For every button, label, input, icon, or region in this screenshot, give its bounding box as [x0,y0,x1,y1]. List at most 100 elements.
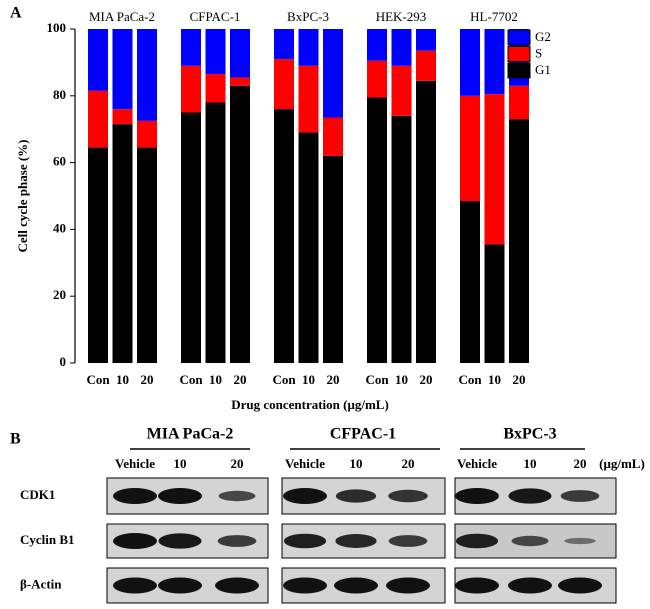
blot-band [334,577,378,594]
y-tick-label: 60 [53,154,66,169]
blot-band [283,533,327,549]
bar-segment [137,120,157,148]
bar-segment [460,201,480,363]
bar-segment [298,29,319,66]
x-axis-label: Drug concentration (μg/mL) [231,397,389,412]
bar-segment [484,244,505,363]
blot-band [158,577,202,594]
bar-segment [367,97,387,363]
bar-segment [391,115,412,363]
x-tick-label: 10 [395,372,408,387]
lane-label: 10 [350,456,363,471]
blot-band [158,533,202,549]
blot-band [560,490,600,502]
bar-segment [230,85,250,363]
blot-band [113,488,157,504]
lane-label: 20 [402,456,415,471]
unit-label: (μg/mL) [599,456,645,471]
bar-segment [416,50,436,81]
legend-swatch [507,62,531,79]
x-tick-label: Con [272,372,296,387]
x-tick-label: 20 [234,372,247,387]
blot-band [511,535,549,547]
bar-segment [205,102,226,363]
y-tick-label: 100 [47,20,67,35]
bar-segment [298,132,319,363]
bar-segment [88,147,108,363]
y-tick-label: 80 [53,87,66,102]
bar-segment [274,59,294,110]
lane-label: Vehicle [457,456,497,471]
legend-swatch [507,29,531,46]
blot-band [217,535,257,547]
blot-band [388,535,428,547]
blot-band [388,489,428,503]
bar-segment [416,80,436,364]
bar-segment [205,29,226,75]
row-label: CDK1 [20,487,55,502]
x-tick-label: 10 [209,372,222,387]
x-tick-label: 20 [141,372,154,387]
x-tick-label: Con [458,372,482,387]
blot-band [508,577,552,594]
group-label: HL-7702 [470,9,518,24]
group-label: CFPAC-1 [190,9,241,24]
y-tick-label: 0 [60,354,67,369]
blot-band [158,488,202,504]
panel-label: A [10,5,22,22]
bar-segment [416,29,436,51]
blot-band [218,490,256,502]
blot-group-title: CFPAC-1 [330,426,396,443]
y-axis-label: Cell cycle phase (%) [15,139,30,252]
bar-segment [460,29,480,96]
x-tick-label: Con [179,372,203,387]
blot-band [455,533,499,549]
bar-segment [484,29,505,95]
bar-segment [323,117,343,156]
x-tick-label: 20 [420,372,433,387]
legend-label: G2 [535,29,551,44]
blot-band [558,577,602,594]
blot-band [283,488,327,504]
legend-label: S [535,45,542,60]
bar-segment [367,29,387,61]
bar-segment [391,29,412,66]
panel-label: B [10,431,21,448]
group-label: BxPC-3 [287,9,329,24]
x-tick-label: 20 [513,372,526,387]
bar-segment [367,60,387,98]
bar-segment [112,109,133,125]
bar-segment [181,29,201,66]
blot-band [113,533,157,549]
y-tick-label: 40 [53,220,66,235]
blot-group-title: MIA PaCa-2 [147,426,234,443]
bar-segment [137,147,157,363]
blot-band [564,537,596,545]
bar-segment [274,29,294,60]
bar-segment [88,90,108,148]
blot-band [455,488,499,504]
bar-segment [137,29,157,121]
bar-segment [298,65,319,133]
bar-segment [181,112,201,363]
blot-band [215,577,259,594]
row-label: β-Actin [20,576,62,591]
bar-segment [230,77,250,86]
x-tick-label: Con [365,372,389,387]
legend-label: G1 [535,62,551,77]
bar-segment [391,65,412,116]
bar-segment [509,119,529,364]
bar-segment [88,29,108,91]
bar-segment [274,109,294,363]
lane-label: 20 [574,456,587,471]
bar-segment [230,29,250,78]
bar-segment [112,124,133,363]
group-label: HEK-293 [376,9,427,24]
lane-label: 20 [231,456,244,471]
blot-group-title: BxPC-3 [503,426,556,443]
x-tick-label: Con [86,372,110,387]
row-label: Cyclin B1 [20,532,75,547]
y-tick-label: 20 [53,287,66,302]
x-tick-label: 20 [327,372,340,387]
